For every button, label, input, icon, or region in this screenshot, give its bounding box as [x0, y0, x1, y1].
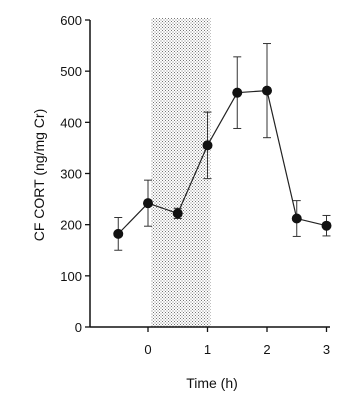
data-point — [232, 87, 243, 98]
shaded-region — [150, 18, 211, 327]
x-tick-label: 3 — [323, 342, 330, 357]
data-point — [172, 208, 183, 219]
data-point — [291, 213, 302, 224]
data-point — [143, 198, 153, 209]
y-tick-label: 400 — [60, 115, 82, 130]
x-tick-label: 0 — [144, 342, 151, 357]
y-tick-label: 200 — [60, 218, 82, 233]
data-point — [321, 220, 332, 231]
x-axis-title: Time (h) — [186, 375, 238, 391]
y-axis-title: CF CORT (ng/mg Cr) — [31, 109, 47, 242]
x-tick-label: 1 — [204, 342, 211, 357]
data-point — [262, 85, 272, 96]
data-point — [202, 140, 213, 151]
x-tick-label: 2 — [263, 342, 270, 357]
y-tick-label: 100 — [60, 269, 82, 284]
y-tick-label: 600 — [60, 13, 82, 28]
y-tick-label: 0 — [75, 320, 82, 335]
y-tick-label: 500 — [60, 64, 82, 79]
series-line — [117, 89, 327, 235]
y-tick-label: 300 — [60, 167, 82, 182]
data-point — [113, 228, 124, 239]
